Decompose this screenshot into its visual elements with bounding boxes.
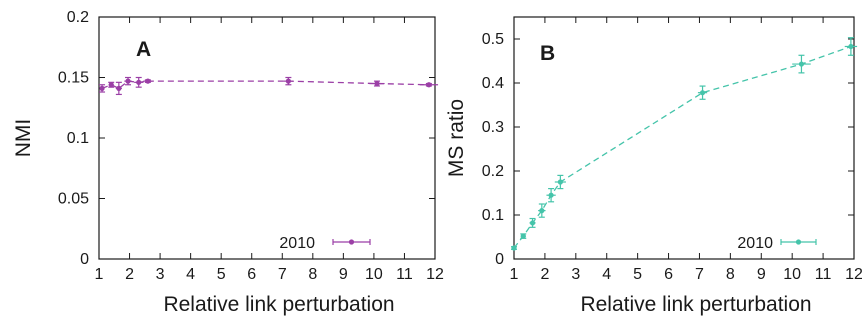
y-tick-label: 0.15	[58, 70, 89, 87]
data-point	[798, 61, 805, 67]
data-point	[116, 85, 122, 91]
data-point	[125, 78, 131, 84]
y-axis-label: MS ratio	[445, 99, 468, 177]
data-point	[548, 192, 554, 198]
x-tick-label: 10	[365, 266, 383, 283]
legend: 2010	[279, 235, 371, 252]
series-2010	[99, 76, 439, 96]
x-axis-label: Relative link perturbation	[580, 293, 811, 316]
x-tick-label: 6	[247, 266, 256, 283]
series-line	[513, 45, 852, 249]
data-point	[848, 43, 854, 50]
data-point	[557, 179, 563, 185]
y-tick-label: 0.5	[482, 31, 504, 48]
x-tick-label: 12	[426, 266, 444, 283]
data-point	[699, 90, 706, 96]
legend-label: 2010	[737, 235, 773, 252]
plot-frame-b	[513, 16, 855, 260]
x-tick-label: 2	[125, 266, 134, 283]
x-tick-label: 5	[633, 266, 642, 283]
legend: 2010	[737, 235, 817, 252]
x-tick-label: 10	[783, 266, 801, 283]
x-tick-label: 8	[726, 266, 735, 283]
x-tick-label: 9	[757, 266, 766, 283]
y-tick-label: 0.3	[482, 119, 504, 136]
x-tick-label: 11	[815, 266, 832, 283]
data-point	[145, 78, 151, 84]
y-tick-label: 0.2	[482, 163, 504, 180]
data-point	[539, 208, 545, 214]
x-tick-label: 6	[664, 266, 673, 283]
panel-label: A	[136, 38, 151, 61]
legend-marker	[348, 239, 355, 245]
data-point	[285, 78, 291, 84]
x-tick-label: 3	[156, 266, 165, 283]
y-tick-label: 0.1	[67, 130, 89, 147]
x-tick-label: 1	[95, 266, 104, 283]
y-tick-label: 0	[80, 251, 89, 268]
data-point	[136, 79, 142, 85]
panel-b: 1 2 3 4 5 6 7 8 9 10 11 1200.10.20.30.40.5Relative …	[445, 16, 862, 316]
legend-marker	[795, 239, 802, 245]
y-tick-label: 0	[495, 251, 504, 268]
x-axis-label: Relative link perturbation	[163, 293, 394, 316]
series-line	[101, 80, 429, 90]
y-tick-label: 0.2	[67, 9, 89, 26]
series-2010	[511, 37, 858, 251]
x-tick-label: 3	[571, 266, 580, 283]
y-tick-label: 0.4	[482, 75, 504, 92]
data-point	[529, 220, 536, 226]
x-tick-label: 8	[308, 266, 317, 283]
y-tick-label: 0.05	[58, 191, 89, 208]
data-point	[99, 85, 105, 91]
x-tick-label: 4	[186, 266, 195, 283]
legend-label: 2010	[279, 235, 315, 252]
data-point	[520, 233, 526, 239]
x-tick-label: 1	[510, 266, 519, 283]
data-point	[108, 82, 114, 88]
x-tick-label: 7	[278, 266, 287, 283]
data-point	[374, 80, 380, 87]
x-tick-label: 12	[845, 266, 862, 283]
x-tick-label: 4	[602, 266, 611, 283]
x-tick-label: 9	[339, 266, 348, 283]
y-axis-label: NMI	[12, 119, 35, 158]
x-tick-label: 2	[540, 266, 549, 283]
data-point	[426, 82, 432, 88]
data-point	[511, 245, 517, 251]
x-tick-label: 7	[695, 266, 704, 283]
panel-label: B	[540, 42, 555, 65]
x-tick-label: 11	[396, 266, 413, 283]
x-tick-label: 5	[217, 266, 226, 283]
y-tick-label: 0.1	[482, 207, 504, 224]
